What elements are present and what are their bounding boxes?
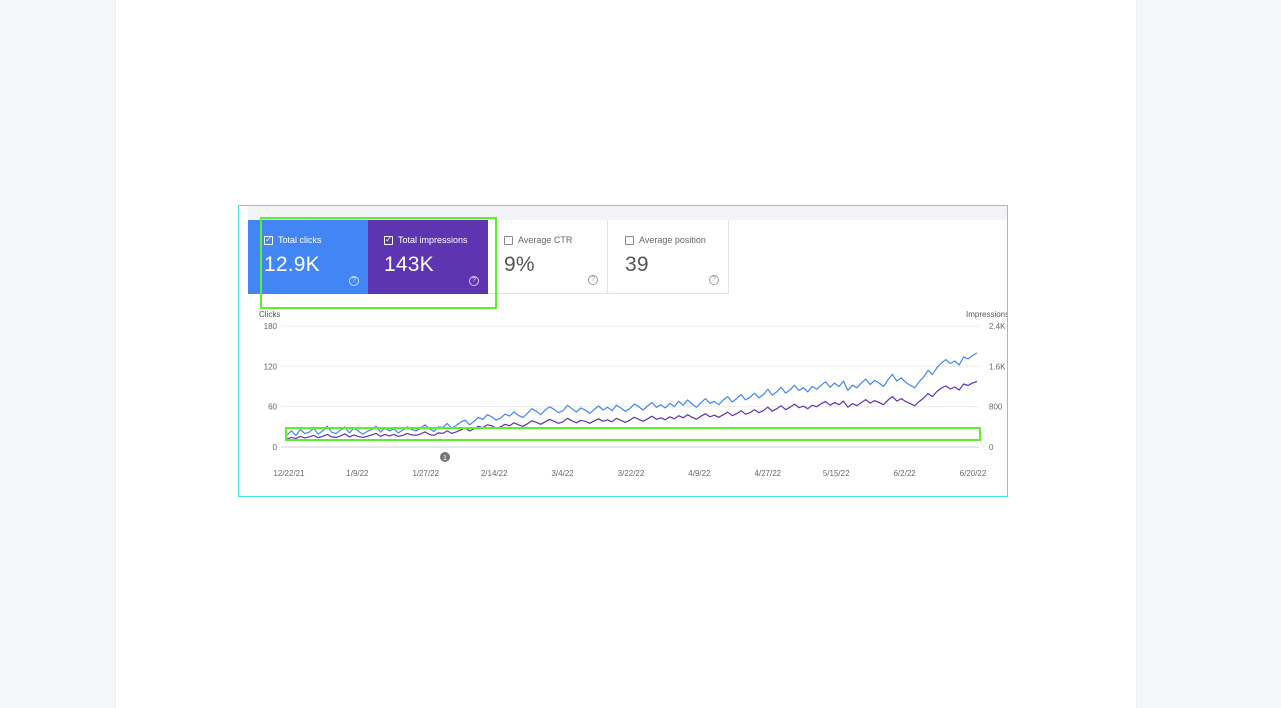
checkbox-unchecked-icon[interactable] (504, 235, 513, 245)
help-circle-icon[interactable]: ? (709, 275, 719, 285)
y-right-axis-title: Impressions (966, 310, 1007, 319)
x-tick-label: 6/20/22 (960, 469, 987, 478)
metric-card-average-position[interactable]: Average position 39 ? (609, 220, 729, 294)
x-tick-label: 2/14/22 (481, 469, 508, 478)
y-left-tick-label: 180 (264, 322, 278, 331)
x-tick-label: 4/27/22 (754, 469, 781, 478)
metric-card-total-clicks[interactable]: ✓ Total clicks 12.9K ? (248, 220, 368, 294)
metric-label: Total impressions (398, 235, 468, 245)
x-tick-label: 1/9/22 (346, 469, 369, 478)
checkbox-checked-icon[interactable]: ✓ (384, 235, 393, 245)
help-circle-icon[interactable]: ? (469, 276, 479, 286)
x-tick-label: 4/9/22 (688, 469, 711, 478)
metric-label: Average position (639, 235, 706, 245)
y-right-tick-label: 2.4K (989, 322, 1006, 331)
checkbox-unchecked-icon[interactable] (625, 235, 634, 245)
performance-report-figure: ✓ Total clicks 12.9K ? ✓ Total impressio… (238, 205, 1008, 497)
metric-value: 143K (384, 253, 434, 276)
annotation-marker-label: 1 (443, 455, 447, 462)
metric-value: 39 (625, 253, 649, 276)
metric-label: Average CTR (518, 235, 573, 245)
metric-card-total-impressions[interactable]: ✓ Total impressions 143K ? (368, 220, 488, 294)
y-left-axis-title: Clicks (259, 310, 280, 319)
annotation-marker-icon (440, 452, 450, 462)
metric-label: Total clicks (278, 235, 322, 245)
clicks-series-line (286, 352, 978, 437)
y-right-tick-label: 800 (989, 403, 1003, 412)
y-right-tick-label: 0 (989, 443, 994, 452)
checkbox-checked-icon[interactable]: ✓ (264, 235, 273, 245)
help-circle-icon[interactable]: ? (349, 276, 359, 286)
highlight-box-metric-cards (260, 217, 497, 309)
metric-card-average-ctr[interactable]: Average CTR 9% ? (488, 220, 608, 294)
x-tick-label: 3/4/22 (551, 469, 574, 478)
y-right-tick-label: 1.6K (989, 362, 1006, 371)
y-left-tick-label: 120 (264, 362, 278, 371)
metric-value: 12.9K (264, 253, 320, 276)
report-top-strip (248, 206, 1007, 220)
x-tick-label: 6/2/22 (893, 469, 916, 478)
help-circle-icon[interactable]: ? (588, 275, 598, 285)
x-tick-label: 5/15/22 (823, 469, 850, 478)
y-left-tick-label: 60 (268, 403, 277, 412)
x-tick-label: 3/22/22 (618, 469, 645, 478)
metric-value: 9% (504, 253, 535, 276)
x-tick-label: 12/22/21 (273, 469, 305, 478)
x-tick-label: 1/27/22 (412, 469, 439, 478)
highlight-box-chart-baseline (285, 427, 981, 441)
y-left-tick-label: 0 (273, 443, 278, 452)
impressions-series-line (286, 380, 978, 440)
